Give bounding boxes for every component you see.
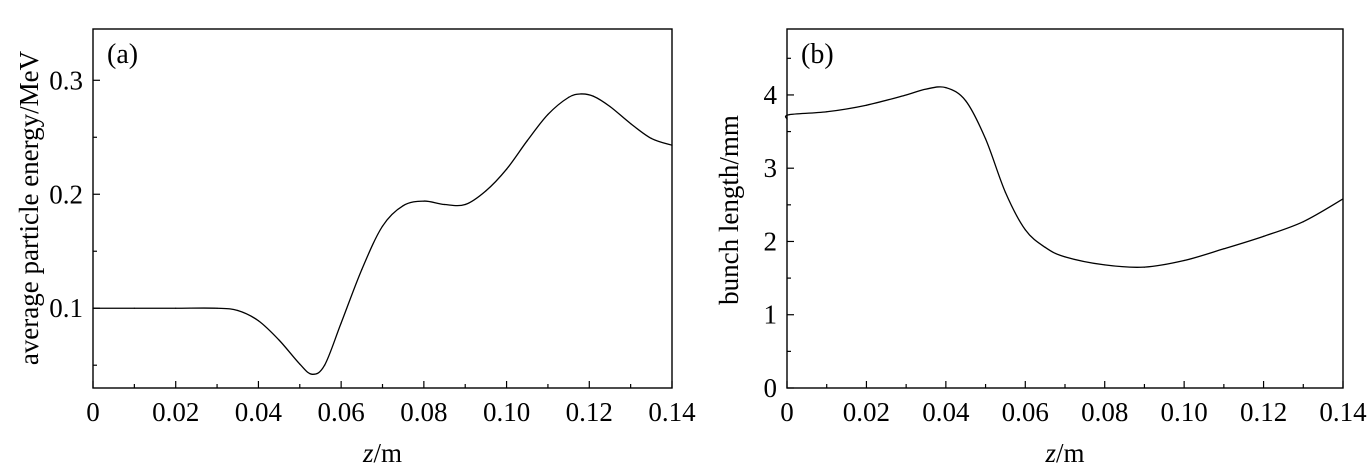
data-point [1104, 264, 1106, 266]
data-point [580, 93, 582, 95]
data-point [464, 203, 466, 206]
x-tick-label: 0.14 [648, 397, 696, 427]
x-tick-label: 0.12 [1240, 397, 1287, 427]
data-point [443, 203, 446, 206]
data-point [257, 320, 260, 322]
x-tick-label: 0.04 [922, 397, 970, 427]
data-point [1223, 248, 1225, 250]
y-axis-label: bunch length/mm [714, 115, 744, 305]
data-point [1342, 198, 1344, 200]
x-tick-label: 0.14 [1319, 397, 1367, 427]
x-tick-label: 0.12 [566, 397, 613, 427]
x-tick-label: 0.08 [1081, 397, 1128, 427]
x-axis-label: z/m [1044, 438, 1084, 468]
y-tick-label: 0 [764, 373, 778, 403]
data-point [526, 140, 528, 142]
data-point [278, 339, 280, 341]
y-axis-label: average particle energy/MeV [14, 50, 44, 365]
data-point [1004, 191, 1007, 193]
data-point [984, 138, 987, 140]
data-point [630, 122, 632, 125]
y-tick-label: 0.2 [49, 179, 83, 209]
chart-panel-a: 0 0.02 0.04 0.06 0.08 0.10 0.12 0.14 0.1 0.2 0.3 (a… [14, 28, 696, 468]
data-point [826, 111, 828, 113]
data-point [324, 364, 326, 366]
data-point [505, 168, 508, 170]
data-point [965, 100, 967, 102]
y-tick-label: 2 [764, 226, 778, 256]
data-point [671, 144, 673, 146]
data-point [485, 190, 487, 192]
data-point [568, 96, 570, 98]
data-point [1143, 266, 1146, 268]
x-tick-label: 0.04 [235, 397, 283, 427]
plot-frame [92, 28, 673, 389]
data-point [786, 118, 788, 120]
data-point [1262, 235, 1265, 237]
data-point [216, 307, 218, 309]
data-point [547, 113, 549, 116]
panel-label: (a) [107, 39, 138, 70]
x-tick-label: 0.08 [400, 397, 447, 427]
plot-frame [786, 28, 1344, 389]
data-point [865, 104, 868, 106]
data-point [361, 268, 363, 271]
data-point [1024, 229, 1026, 231]
y-tick-label: 4 [764, 80, 778, 110]
data-point [1064, 256, 1066, 258]
x-tick-label: 0.06 [318, 397, 365, 427]
data-point [423, 200, 425, 202]
data-point [133, 307, 135, 309]
data-point [905, 94, 907, 96]
x-tick-label: 0.06 [1002, 397, 1049, 427]
x-tick-label: 0.10 [1161, 397, 1208, 427]
series-line [92, 93, 673, 375]
data-point [381, 225, 384, 227]
data-point [299, 363, 301, 365]
data-point [1302, 221, 1304, 223]
series-line [784, 86, 1344, 268]
x-tick-label: 0.02 [843, 397, 890, 427]
data-point [402, 205, 404, 207]
data-point [788, 114, 790, 116]
y-tick-label: 1 [764, 300, 778, 330]
data-point [92, 307, 94, 309]
data-point [650, 137, 652, 140]
data-point [592, 95, 595, 97]
chart-panel-b: 0 0.02 0.04 0.06 0.08 0.10 0.12 0.14 0 1 2 3 4 (b) z/m… [714, 28, 1367, 468]
data-point [311, 373, 313, 375]
x-tick-label: 0.02 [152, 397, 199, 427]
x-tick-label: 0 [780, 397, 794, 427]
data-point [175, 307, 177, 309]
panel-label: (b) [801, 39, 834, 70]
y-tick-label: 3 [764, 153, 778, 183]
data-point [1044, 246, 1046, 248]
x-tick-label: 0.10 [483, 397, 530, 427]
y-tick-label: 0.3 [49, 65, 83, 95]
x-tick-label: 0 [86, 397, 100, 427]
y-tick-label: 0.1 [49, 293, 83, 323]
data-point [925, 88, 927, 90]
data-point [609, 105, 611, 108]
data-point [1183, 259, 1185, 262]
data-point [945, 87, 947, 89]
data-point [340, 322, 342, 324]
x-axis-label: z/m [362, 438, 402, 468]
data-point [237, 309, 239, 312]
